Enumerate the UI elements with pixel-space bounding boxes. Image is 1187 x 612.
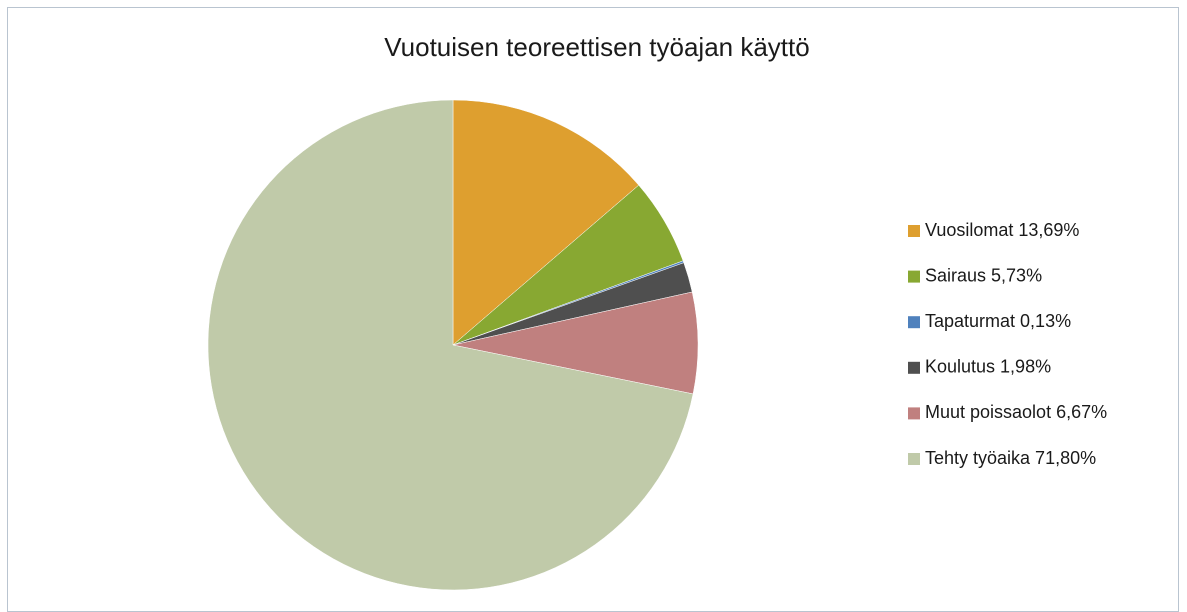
legend-label: Muut poissaolot 6,67% (925, 402, 1107, 422)
legend-label: Tapaturmat 0,13% (925, 311, 1071, 331)
legend-swatch (908, 225, 920, 237)
pie-slice (452, 99, 640, 346)
legend-label: Sairaus 5,73% (925, 265, 1042, 285)
chart-title: Vuotuisen teoreettisen työajan käyttö (384, 32, 809, 62)
legend-label: Vuosilomat 13,69% (925, 220, 1079, 240)
pie-slice (207, 99, 694, 591)
legend-swatch (908, 453, 920, 465)
legend-swatch (908, 361, 920, 374)
legend-swatch (908, 270, 920, 283)
legend-swatch (908, 407, 920, 420)
legend-label: Tehty työaika 71,80% (925, 448, 1096, 468)
legend-label: Koulutus 1,98% (925, 357, 1051, 377)
legend-swatch (908, 316, 920, 329)
